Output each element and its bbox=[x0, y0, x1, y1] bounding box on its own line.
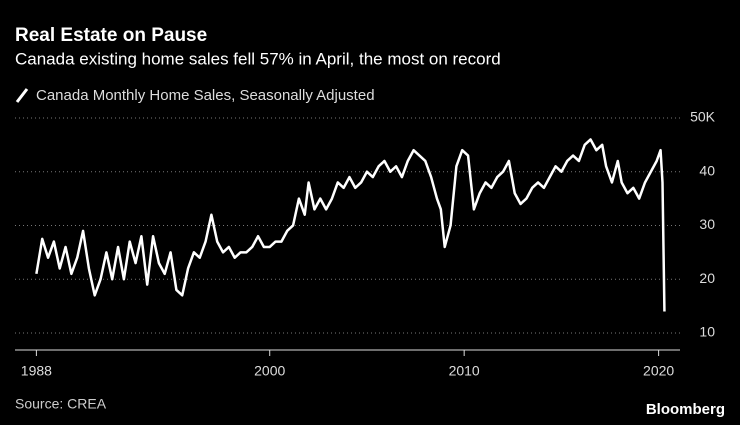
legend-label: Canada Monthly Home Sales, Seasonally Ad… bbox=[36, 87, 375, 104]
data-line bbox=[35, 138, 666, 312]
chart-title: Real Estate on Pause bbox=[15, 25, 207, 46]
y-tick-label: 30 bbox=[699, 216, 715, 232]
y-tick-label: 20 bbox=[699, 270, 715, 286]
y-tick-label: 10 bbox=[699, 324, 715, 340]
y-tick-label: 50K bbox=[690, 109, 716, 125]
x-tick-label: 1988 bbox=[21, 363, 52, 379]
y-tick-label: 40 bbox=[699, 162, 715, 178]
source: Source: CREA bbox=[15, 396, 107, 412]
x-tick-label: 2000 bbox=[254, 363, 285, 379]
chart-subtitle: Canada existing home sales fell 57% in A… bbox=[15, 49, 501, 68]
brand: Bloomberg bbox=[646, 401, 725, 418]
legend-swatch bbox=[15, 88, 29, 103]
x-tick-label: 2020 bbox=[643, 363, 674, 379]
x-tick-label: 2010 bbox=[449, 363, 480, 379]
